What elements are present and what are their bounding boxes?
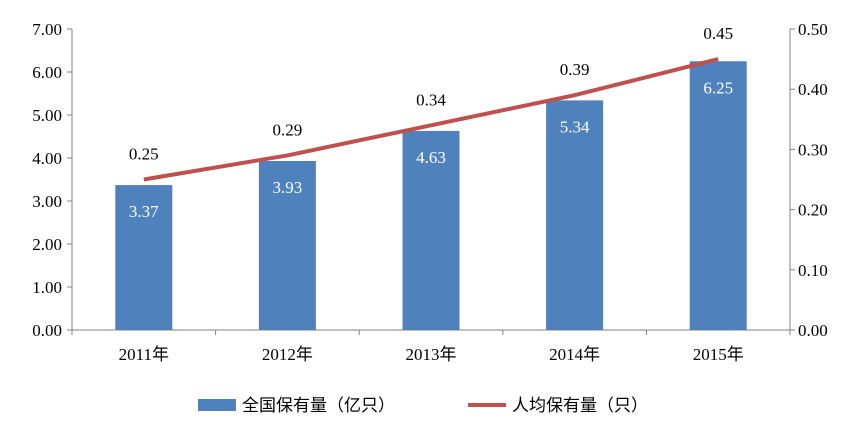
data-labels: 3.37 3.93 4.63 5.34 6.25 0.25 0.29 0.34 0.39 0.45: [129, 24, 733, 221]
legend: 全国保有量（亿只） 人均保有量（只）: [198, 396, 648, 415]
bar-value-label: 6.25: [703, 78, 733, 97]
bar: [115, 185, 173, 330]
bar-value-label: 3.93: [273, 178, 303, 197]
y-right-tick-label: 0.40: [798, 80, 828, 99]
bar-value-label: 5.34: [560, 117, 590, 136]
y-right-tick-label: 0.10: [798, 261, 828, 280]
legend-swatch-bar: [198, 399, 236, 411]
x-tick-label: 2012年: [262, 345, 313, 364]
line-series: [143, 57, 719, 182]
line-value-label: 0.45: [703, 24, 733, 43]
bar: [689, 61, 747, 330]
bar-value-label: 4.63: [416, 148, 446, 167]
line-value-label: 0.39: [560, 60, 590, 79]
y-right-tick-label: 0.00: [798, 321, 828, 340]
y-left-tick-label: 1.00: [32, 278, 62, 297]
line-value-label: 0.34: [416, 90, 446, 109]
x-tick-label: 2011年: [119, 345, 169, 364]
y-left-tick-label: 7.00: [32, 20, 62, 39]
bar-value-label: 3.37: [129, 202, 159, 221]
y-right-tick-label: 0.20: [798, 201, 828, 220]
x-tick-label: 2015年: [693, 345, 744, 364]
bar: [258, 161, 316, 330]
y-left-tick-label: 4.00: [32, 149, 62, 168]
y-right-tick-label: 0.30: [798, 140, 828, 159]
y-left-tick-label: 6.00: [32, 63, 62, 82]
y-left-tick-label: 0.00: [32, 321, 62, 340]
y-left-tick-label: 3.00: [32, 192, 62, 211]
bar: [546, 100, 604, 330]
line-value-label: 0.25: [129, 145, 159, 164]
x-tick-label: 2013年: [406, 345, 457, 364]
legend-label-line: 人均保有量（只）: [512, 396, 648, 415]
series-line: [143, 57, 719, 182]
y-right-tick-label: 0.50: [798, 20, 828, 39]
bar: [402, 130, 460, 330]
y-left-tick-label: 2.00: [32, 235, 62, 254]
bar-series: [115, 61, 747, 330]
y-left-tick-label: 5.00: [32, 106, 62, 125]
line-value-label: 0.29: [273, 120, 303, 139]
legend-label-bar: 全国保有量（亿只）: [242, 396, 395, 415]
axes: 0.00 1.00 2.00 3.00 4.00 5.00 6.00 7.00 0.00 0.10…: [32, 20, 828, 364]
x-tick-label: 2014年: [549, 345, 600, 364]
